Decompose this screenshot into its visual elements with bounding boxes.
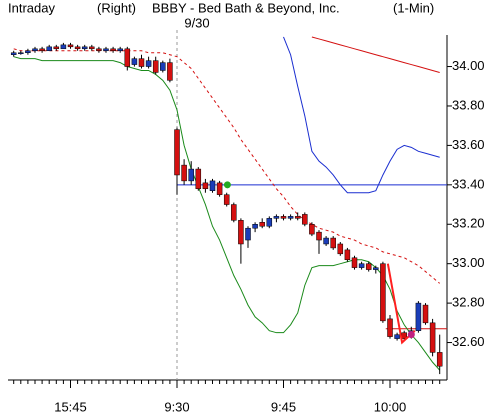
candle-body <box>32 48 38 52</box>
marker <box>407 331 415 339</box>
candle-body <box>46 46 52 52</box>
candle-body <box>266 218 273 227</box>
candle-body <box>124 48 131 67</box>
candle-body <box>74 46 81 50</box>
candle-body <box>316 231 322 241</box>
x-tick-label: 9:30 <box>164 399 189 414</box>
candle-body <box>117 48 123 52</box>
chart-title: BBBY - Bed Bath & Beyond, Inc. <box>152 0 340 15</box>
candle-body <box>380 263 386 322</box>
y-tick-label: 33.60 <box>452 137 485 152</box>
candle-body <box>387 318 393 337</box>
y-tick-label: 33.00 <box>452 255 485 270</box>
candle-body <box>429 322 436 353</box>
candle-body <box>302 214 308 225</box>
interval: (1-Min) <box>393 0 434 15</box>
candle-body <box>131 58 138 65</box>
candle-body <box>138 58 145 67</box>
y-tick-label: 32.80 <box>452 295 485 310</box>
candle-body <box>394 334 400 339</box>
candle-body <box>287 216 294 219</box>
candle-body <box>195 168 202 190</box>
candle-body <box>67 44 74 48</box>
candle-body <box>110 48 116 52</box>
candle-body <box>145 60 152 67</box>
date-label: 9/30 <box>184 15 209 30</box>
marker <box>223 181 231 189</box>
candle-body <box>337 243 344 255</box>
candle-body <box>358 263 365 268</box>
y-tick-label: 33.20 <box>452 216 485 231</box>
candle-body <box>351 257 358 268</box>
candle-body <box>373 267 379 270</box>
candle-body <box>294 216 301 219</box>
candle-body <box>39 48 45 52</box>
candle-body <box>223 194 230 205</box>
y-tick-label: 34.00 <box>452 58 485 73</box>
candle-body <box>273 216 280 219</box>
x-tick-label: 10:00 <box>374 399 407 414</box>
indicator-line <box>311 36 440 73</box>
y-tick-label: 33.40 <box>452 176 485 191</box>
y-tick-label: 33.80 <box>452 97 485 112</box>
candle-body <box>81 46 88 50</box>
candle-body <box>209 180 216 191</box>
indicator-line <box>13 48 441 284</box>
candle-body <box>252 224 258 229</box>
x-tick-label: 9:45 <box>271 399 296 414</box>
candle-body <box>238 220 244 245</box>
candle-body <box>280 216 287 219</box>
candle-body <box>259 222 265 227</box>
x-tick-label: 15:45 <box>54 399 87 414</box>
candle-body <box>216 182 223 195</box>
candle-body <box>167 62 173 81</box>
candle-body <box>436 352 443 367</box>
candle-body <box>60 44 67 50</box>
indicator-line <box>13 56 441 371</box>
candle-body <box>422 304 429 324</box>
candle-body <box>10 52 17 55</box>
candle-body <box>89 46 95 50</box>
candle-body <box>344 249 351 260</box>
candle-body <box>202 182 209 190</box>
candle-body <box>309 224 315 235</box>
indicator-line <box>283 36 440 194</box>
y-tick-label: 32.60 <box>452 334 485 349</box>
candle-body <box>365 263 372 270</box>
chart-label: Intraday <box>8 0 55 15</box>
candle-body <box>231 204 237 221</box>
candle-body <box>245 227 251 241</box>
candle-body <box>25 50 31 53</box>
candle-body <box>103 48 109 52</box>
candle-body <box>18 52 24 54</box>
candle-body <box>415 302 422 331</box>
candle-body <box>323 237 329 245</box>
candle-body <box>152 60 159 73</box>
candle-body <box>96 48 102 52</box>
candle-body <box>174 129 180 176</box>
candle-body <box>160 62 166 71</box>
candle-body <box>188 168 194 182</box>
candle-body <box>53 46 60 50</box>
candle-body <box>330 237 336 249</box>
candle-body <box>181 164 187 182</box>
scale-side: (Right) <box>97 0 136 15</box>
